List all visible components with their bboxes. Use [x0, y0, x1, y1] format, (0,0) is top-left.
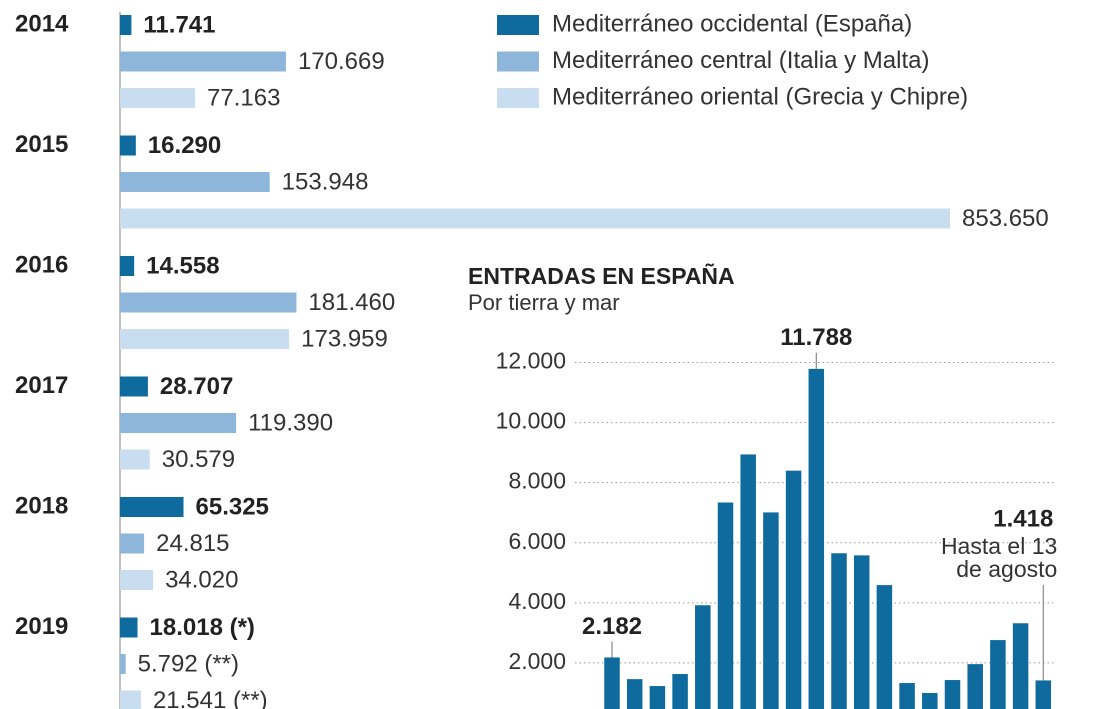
value-label: 170.669 [298, 48, 385, 75]
value-label: 853.650 [962, 205, 1049, 232]
bar [120, 413, 237, 433]
value-label: 119.390 [248, 409, 333, 436]
bar [876, 585, 893, 709]
bar [990, 640, 1006, 709]
y-tick-label: 8.000 [508, 468, 566, 494]
legend-swatch [497, 15, 539, 35]
value-label: 21.541 (**) [153, 687, 268, 709]
value-label: 11.788 [780, 324, 852, 351]
legend-swatch [497, 88, 539, 108]
bar [120, 497, 184, 517]
year-label: 2015 [15, 131, 68, 158]
value-label: 34.020 [165, 566, 238, 593]
legend-label: Mediterráneo occidental (España) [552, 10, 912, 37]
value-label: 65.325 [196, 493, 269, 520]
year-label: 2017 [15, 372, 68, 399]
bar [120, 376, 148, 397]
bar [120, 135, 136, 156]
value-label: 173.959 [301, 325, 388, 352]
bar [604, 657, 620, 709]
bar [120, 690, 141, 709]
bar [120, 51, 286, 72]
value-label: 24.815 [156, 530, 229, 557]
bar [120, 256, 135, 276]
legend-swatch [497, 51, 539, 72]
bar [695, 605, 711, 709]
y-tick-label: 10.000 [496, 408, 566, 434]
bar [944, 680, 961, 709]
bar [922, 692, 938, 709]
bar [740, 454, 756, 709]
annotation: de agosto [956, 556, 1057, 582]
value-label: 16.290 [148, 132, 221, 159]
bar [808, 368, 825, 709]
bar [1035, 680, 1052, 709]
value-label: 30.579 [162, 446, 235, 473]
value-label: 5.792 (**) [138, 650, 239, 677]
value-label: 77.163 [207, 84, 280, 111]
bar [120, 617, 138, 638]
year-label: 2014 [15, 10, 69, 37]
y-tick-label: 6.000 [508, 528, 566, 554]
chart-subtitle: Por tierra y mar [468, 290, 620, 315]
year-label: 2016 [15, 251, 68, 278]
bar [120, 15, 132, 35]
legend-label: Mediterráneo oriental (Grecia y Chipre) [552, 83, 968, 110]
value-label: 181.460 [308, 289, 395, 316]
bar [967, 664, 983, 709]
bar [120, 570, 154, 590]
year-label: 2019 [15, 613, 68, 640]
value-label: 18.018 (*) [150, 614, 255, 641]
bar [120, 533, 145, 554]
bar [120, 208, 950, 229]
y-tick-label: 4.000 [508, 588, 566, 614]
value-label: 28.707 [160, 373, 233, 400]
bar [120, 329, 290, 349]
value-label: 14.558 [146, 252, 219, 279]
bar [672, 674, 688, 709]
bar [831, 553, 847, 709]
value-label: 11.741 [143, 11, 215, 38]
bar [785, 470, 802, 709]
value-label: 2.182 [582, 613, 642, 640]
bar [120, 88, 196, 108]
value-label: 1.418 [993, 505, 1053, 532]
chart-title: ENTRADAS EN ESPAÑA [468, 262, 735, 289]
year-label: 2018 [15, 492, 68, 519]
bar [899, 683, 915, 709]
bar [649, 686, 666, 709]
bar [120, 449, 150, 470]
bar [853, 555, 870, 709]
bar [626, 679, 643, 709]
y-tick-label: 12.000 [496, 348, 566, 374]
bar [120, 654, 126, 674]
value-label: 153.948 [282, 168, 369, 195]
legend-label: Mediterráneo central (Italia y Malta) [552, 47, 929, 74]
bar [717, 502, 734, 709]
bar [120, 292, 297, 313]
y-tick-label: 2.000 [508, 648, 566, 674]
annotation: Hasta el 13 [941, 533, 1057, 559]
bar [1012, 623, 1029, 709]
bar [120, 172, 270, 192]
bar [763, 512, 779, 709]
